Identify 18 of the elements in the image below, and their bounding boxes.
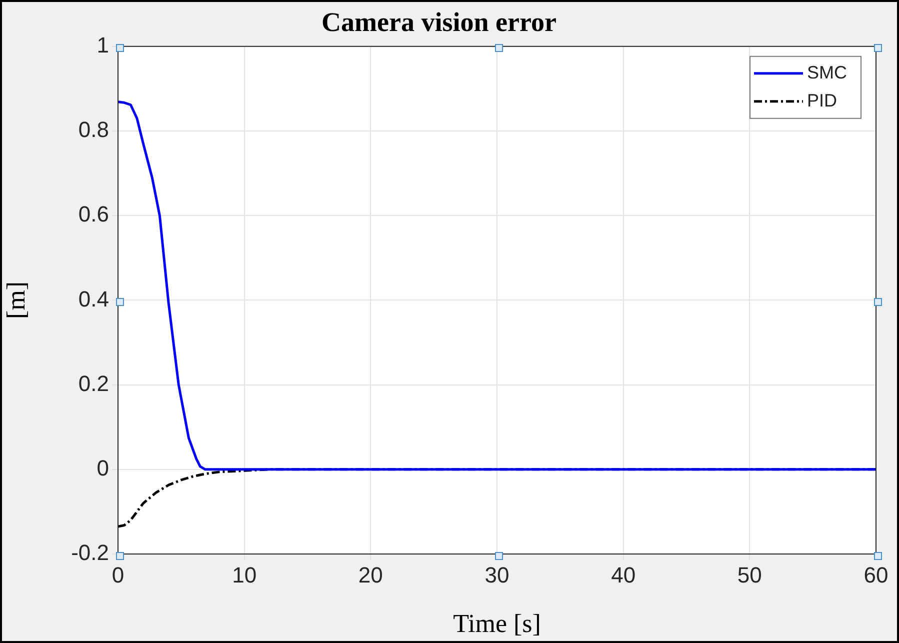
chart-title: Camera vision error (322, 7, 556, 38)
y-tick-label: 1 (96, 32, 109, 58)
y-tick-label: 0.6 (78, 202, 109, 227)
y-tick-label: 0 (96, 455, 109, 480)
y-tick-label: 0.8 (78, 117, 109, 142)
x-axis-title: Time [s] (453, 609, 541, 638)
legend-label: SMC (807, 62, 847, 82)
x-tick-label: 20 (358, 562, 383, 588)
x-tick-label: 40 (611, 562, 636, 588)
y-tick-label: 0.2 (78, 370, 109, 396)
x-tick-label: 30 (484, 562, 510, 588)
x-tick-label: 10 (232, 562, 257, 588)
x-tick-label: 60 (864, 562, 888, 588)
y-tick-label: -0.2 (71, 540, 109, 566)
legend-label: PID (807, 90, 838, 110)
x-tick-label: 50 (737, 562, 762, 588)
y-axis-title: [m] (1, 281, 30, 319)
y-tick-label: 0.4 (78, 286, 109, 312)
